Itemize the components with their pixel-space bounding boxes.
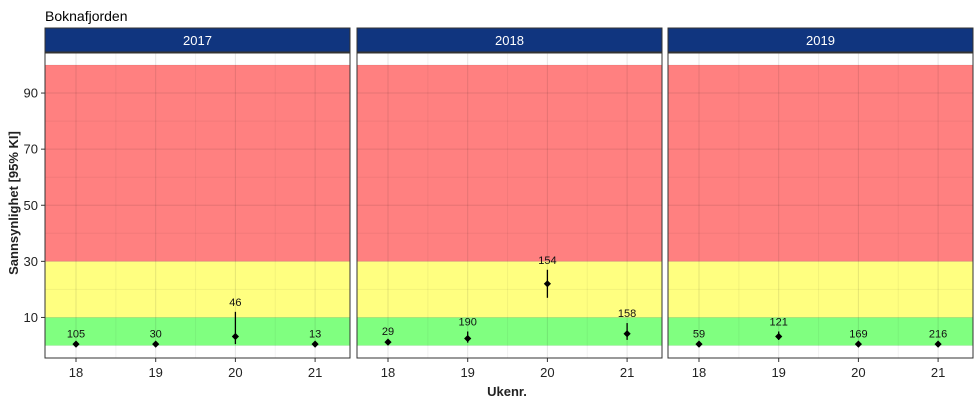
panel-border — [667, 52, 974, 359]
x-tick-label: 19 — [771, 365, 785, 380]
data-label: 59 — [693, 328, 705, 340]
panel-2019: 2019 59 121 169 216 18 19 20 21 — [667, 27, 974, 380]
y-tick-label: 10 — [24, 310, 38, 325]
x-tick-label: 20 — [228, 365, 242, 380]
facet-strip — [356, 27, 663, 53]
y-axis: 10 30 50 70 90 — [24, 86, 45, 325]
grid-lines — [357, 53, 662, 358]
data-point — [311, 340, 319, 348]
x-tick-label: 20 — [540, 365, 554, 380]
x-tick-label: 21 — [308, 365, 322, 380]
data-point — [695, 340, 703, 348]
y-tick-label: 90 — [24, 86, 38, 101]
data-point — [623, 330, 631, 338]
data-point — [72, 340, 80, 348]
data-point — [152, 340, 160, 348]
y-tick-label: 70 — [24, 142, 38, 157]
zone-green — [668, 317, 973, 346]
facet-label: 2017 — [183, 33, 212, 48]
chart-title: Boknafjorden — [45, 8, 128, 24]
data-label: 121 — [770, 316, 788, 328]
panel-2018: 2018 29 190 154 158 18 19 20 21 — [356, 27, 663, 380]
zone-yellow — [45, 261, 350, 318]
x-axis: 18 19 20 21 — [381, 358, 634, 380]
x-tick-label: 18 — [692, 365, 706, 380]
y-tick-label: 30 — [24, 254, 38, 269]
x-axis-title: Ukenr. — [487, 384, 527, 399]
zone-red — [668, 65, 973, 262]
x-axis: 18 19 20 21 — [692, 358, 945, 380]
data-point — [464, 334, 472, 343]
data-point — [854, 340, 862, 348]
data-point — [384, 338, 392, 346]
panel-2017: 2017 105 30 46 13 18 19 20 21 — [44, 27, 351, 380]
y-tick-label: 50 — [24, 198, 38, 213]
data-point — [231, 332, 239, 341]
data-label: 169 — [849, 328, 867, 340]
data-label: 30 — [150, 328, 162, 340]
data-label: 216 — [929, 328, 947, 340]
x-tick-label: 19 — [460, 365, 474, 380]
data-point — [543, 280, 551, 288]
x-tick-label: 21 — [620, 365, 634, 380]
facet-label: 2018 — [495, 33, 524, 48]
data-point — [934, 340, 942, 348]
y-axis-title: Sannsynlighet [95% KI] — [6, 131, 21, 275]
data-label: 190 — [459, 316, 477, 328]
facet-strip — [667, 27, 974, 53]
data-label: 46 — [229, 297, 241, 309]
x-tick-label: 18 — [69, 365, 83, 380]
x-tick-label: 19 — [148, 365, 162, 380]
data-label: 158 — [618, 308, 636, 320]
zone-red — [45, 65, 350, 262]
data-point — [775, 332, 783, 341]
data-label: 154 — [538, 255, 556, 267]
zone-yellow — [668, 261, 973, 318]
zone-green — [357, 317, 662, 346]
facet-label: 2019 — [806, 33, 835, 48]
zone-yellow — [357, 261, 662, 318]
data-label: 13 — [309, 328, 321, 340]
x-axis: 18 19 20 21 — [69, 358, 322, 380]
facet-strip — [44, 27, 351, 53]
x-tick-label: 18 — [381, 365, 395, 380]
zone-red — [357, 65, 662, 262]
grid-lines — [668, 53, 973, 358]
panel-border — [356, 52, 663, 359]
data-label: 105 — [67, 328, 85, 340]
zone-green — [45, 317, 350, 346]
grid-lines — [45, 53, 350, 358]
data-label: 29 — [382, 326, 394, 338]
x-tick-label: 21 — [931, 365, 945, 380]
x-tick-label: 20 — [851, 365, 865, 380]
